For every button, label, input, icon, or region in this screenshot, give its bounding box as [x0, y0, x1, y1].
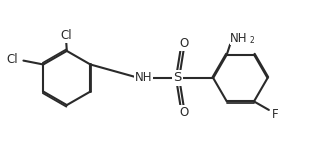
Text: S: S — [173, 71, 182, 85]
Text: O: O — [180, 37, 189, 51]
Text: Cl: Cl — [60, 29, 72, 42]
Text: Cl: Cl — [6, 53, 18, 66]
Text: NH: NH — [135, 71, 152, 85]
Text: 2: 2 — [249, 36, 254, 44]
Text: NH: NH — [230, 32, 248, 45]
Text: F: F — [272, 108, 279, 121]
Text: O: O — [180, 105, 189, 119]
